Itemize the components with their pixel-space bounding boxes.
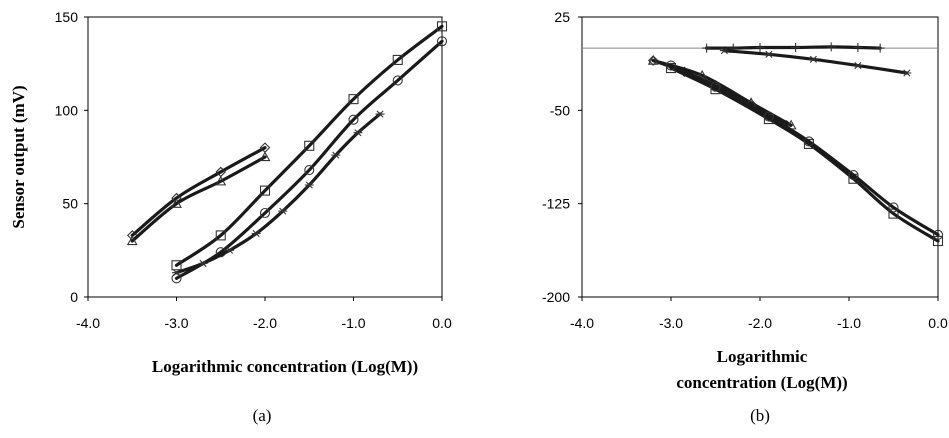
- data-point-star: [251, 229, 261, 238]
- series-line-star: [174, 112, 382, 275]
- data-point-circle: [436, 36, 448, 47]
- panel-label: (a): [253, 406, 272, 425]
- data-point-square: [348, 94, 359, 105]
- data-point-square: [215, 230, 226, 241]
- data-point-square: [392, 54, 403, 65]
- x-tick-label: -1.0: [837, 315, 861, 331]
- y-tick-label: 0: [70, 289, 78, 305]
- y-tick-label: -50: [550, 102, 570, 118]
- plot-area-frame: [581, 16, 939, 298]
- series-line-circle: [669, 63, 940, 237]
- y-tick-label: 100: [55, 102, 79, 118]
- x-axis-title: Logarithmic concentration (Log(M)): [152, 357, 418, 376]
- data-point-star: [353, 129, 363, 137]
- y-tick-label: 150: [55, 9, 79, 25]
- data-point-star: [172, 269, 181, 277]
- data-point-triangle: [259, 151, 271, 162]
- x-tick-label: 0.0: [928, 315, 948, 331]
- data-point-star: [278, 207, 288, 215]
- x-tick-label: -4.0: [570, 315, 594, 331]
- x-tick-label: -3.0: [164, 315, 188, 331]
- x-tick-label: -4.0: [76, 315, 100, 331]
- series-line-diamond: [130, 146, 267, 237]
- x-tick-label: -2.0: [253, 315, 277, 331]
- data-point-plus: [875, 43, 885, 53]
- data-point-circle: [763, 111, 774, 122]
- series-line-square: [669, 66, 940, 243]
- data-point-square: [259, 185, 271, 196]
- data-point-circle: [710, 81, 721, 92]
- data-point-circle: [304, 165, 315, 176]
- data-point-star: [853, 61, 863, 70]
- data-point-circle: [848, 169, 859, 181]
- data-point-star: [375, 110, 385, 118]
- series-line-circle: [174, 39, 444, 280]
- y-tick-label: 50: [62, 196, 78, 212]
- data-point-circle: [665, 60, 677, 71]
- panel-b: -4.0 -3.0 -2.0 -1.0 0.0 25 -50 -125 -200 Logarith…: [542, 9, 948, 425]
- data-point-star: [331, 151, 341, 159]
- data-point-diamond: [647, 55, 659, 66]
- x-tick-label: -3.0: [659, 315, 683, 331]
- x-tick-label: -2.0: [748, 315, 772, 331]
- x-axis-title: Logarithmic concentration (Log(M)): [676, 347, 847, 392]
- data-point-plus: [702, 43, 712, 53]
- data-point-star: [808, 55, 818, 63]
- panel-label: (b): [750, 406, 770, 425]
- data-point-star: [764, 50, 774, 58]
- data-point-circle: [932, 229, 944, 240]
- data-point-plus: [791, 42, 801, 52]
- x-tick-label: 0.0: [432, 315, 452, 331]
- data-point-star: [198, 259, 208, 267]
- y-tick-label: -125: [542, 196, 570, 212]
- data-point-triangle: [647, 54, 659, 65]
- data-point-square: [171, 260, 182, 271]
- data-point-square: [932, 235, 944, 247]
- y-tick-label: -200: [542, 289, 570, 305]
- series-line-square: [174, 24, 444, 267]
- x-tick-label: -1.0: [341, 315, 365, 331]
- data-point-circle: [888, 202, 899, 213]
- data-point-circle: [259, 207, 271, 219]
- data-point-star: [719, 47, 729, 55]
- data-point-star: [225, 246, 235, 254]
- data-point-triangle: [215, 175, 227, 186]
- y-tick-label: 25: [554, 9, 570, 25]
- data-point-star: [902, 69, 912, 77]
- data-point-star: [304, 181, 314, 189]
- data-point-triangle: [171, 198, 182, 208]
- data-point-plus: [755, 42, 765, 52]
- data-point-square: [304, 140, 315, 151]
- data-point-circle: [803, 136, 815, 147]
- data-point-circle: [392, 75, 403, 86]
- data-point-square: [436, 21, 448, 32]
- data-point-plus: [826, 42, 836, 52]
- y-axis-title: Sensor output (mV): [9, 85, 28, 228]
- panel-a: -4.0 -3.0 -2.0 -1.0 0.0 0 50 100 150 Logarithmic …: [9, 9, 452, 425]
- data-point-triangle: [126, 235, 138, 246]
- series-line-triangle: [130, 155, 267, 243]
- data-point-plus: [853, 42, 863, 52]
- data-point-circle: [348, 114, 359, 125]
